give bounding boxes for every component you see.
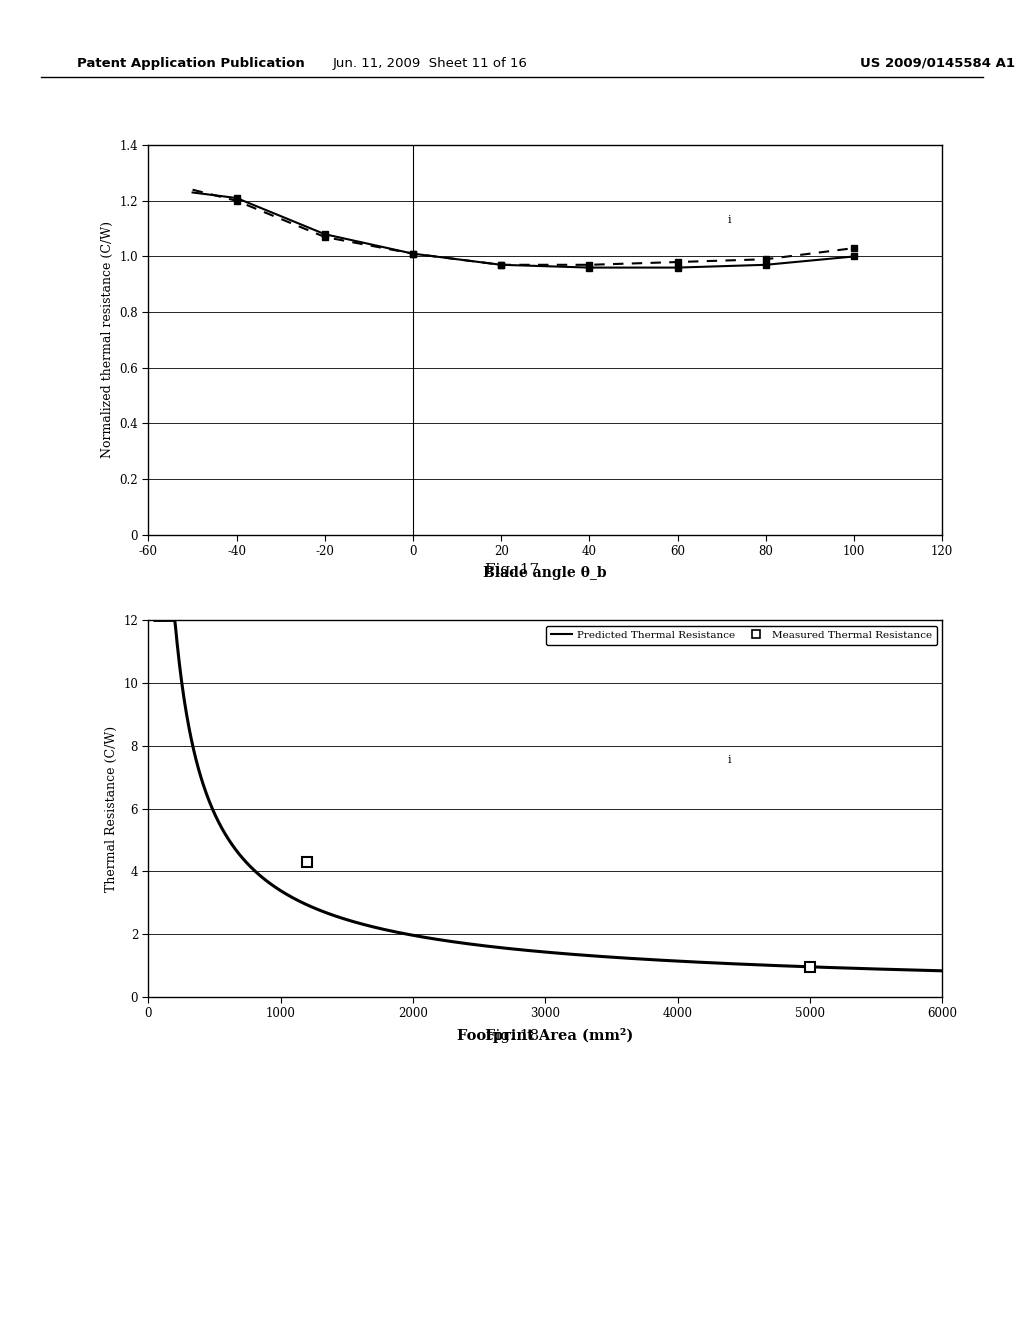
- Text: Patent Application Publication: Patent Application Publication: [77, 57, 304, 70]
- Text: Fig. 18: Fig. 18: [485, 1030, 539, 1043]
- X-axis label: Blade angle θ_b: Blade angle θ_b: [483, 566, 607, 581]
- Text: i: i: [728, 755, 731, 766]
- Text: US 2009/0145584 A1: US 2009/0145584 A1: [860, 57, 1015, 70]
- Y-axis label: Thermal Resistance (C/W): Thermal Resistance (C/W): [104, 726, 118, 891]
- Text: i: i: [728, 215, 731, 226]
- Y-axis label: Normalized thermal resistance (C/W): Normalized thermal resistance (C/W): [100, 222, 114, 458]
- X-axis label: Footprint Area (mm²): Footprint Area (mm²): [457, 1028, 634, 1043]
- Text: Fig. 17: Fig. 17: [485, 564, 539, 577]
- Text: Jun. 11, 2009  Sheet 11 of 16: Jun. 11, 2009 Sheet 11 of 16: [333, 57, 527, 70]
- Legend: Predicted Thermal Resistance, Measured Thermal Resistance: Predicted Thermal Resistance, Measured T…: [546, 626, 937, 645]
